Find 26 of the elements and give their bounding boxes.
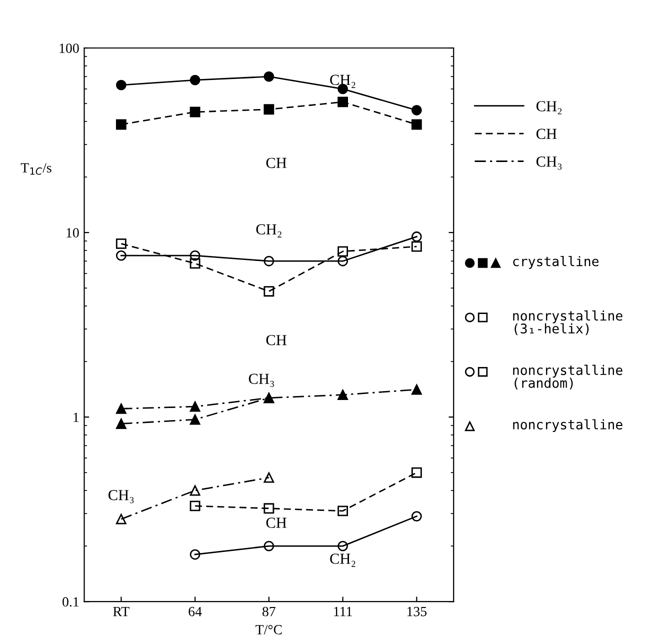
y-tick-label: 10	[66, 228, 79, 238]
x-tick-label: 87	[262, 606, 276, 616]
y-tick-label: 1	[74, 412, 79, 422]
annotation: CH	[266, 518, 286, 528]
annotation: CH₂	[256, 224, 282, 238]
x-tick-label: 64	[188, 606, 202, 616]
x-tick-label: RT	[113, 607, 130, 616]
x-tick-label: 111	[334, 606, 352, 616]
text: noncrystalline	[513, 419, 622, 432]
legend-label: CH₃	[536, 156, 562, 170]
x-tick-label: 135	[407, 606, 427, 616]
legend-label: CH₂	[536, 101, 562, 114]
annotation: CH₂	[330, 74, 356, 88]
annotation: CH	[266, 334, 286, 346]
y-tick-label: 100	[60, 44, 79, 53]
text: noncrystalline (random)	[513, 364, 622, 390]
annotation: CH₂	[330, 554, 356, 567]
y-axis-title: T$_{1C}$/s	[20, 163, 52, 175]
text: crystalline	[513, 256, 599, 269]
y-tick-label: 0.1	[62, 597, 79, 607]
legend-label: CH	[536, 128, 557, 140]
x-axis-title: T/°C	[256, 625, 282, 634]
annotation: CH₃	[108, 490, 134, 504]
annotation: CH	[266, 158, 286, 168]
annotation: CH₃	[248, 374, 274, 387]
text: noncrystalline (3₁-helix)	[513, 310, 622, 336]
